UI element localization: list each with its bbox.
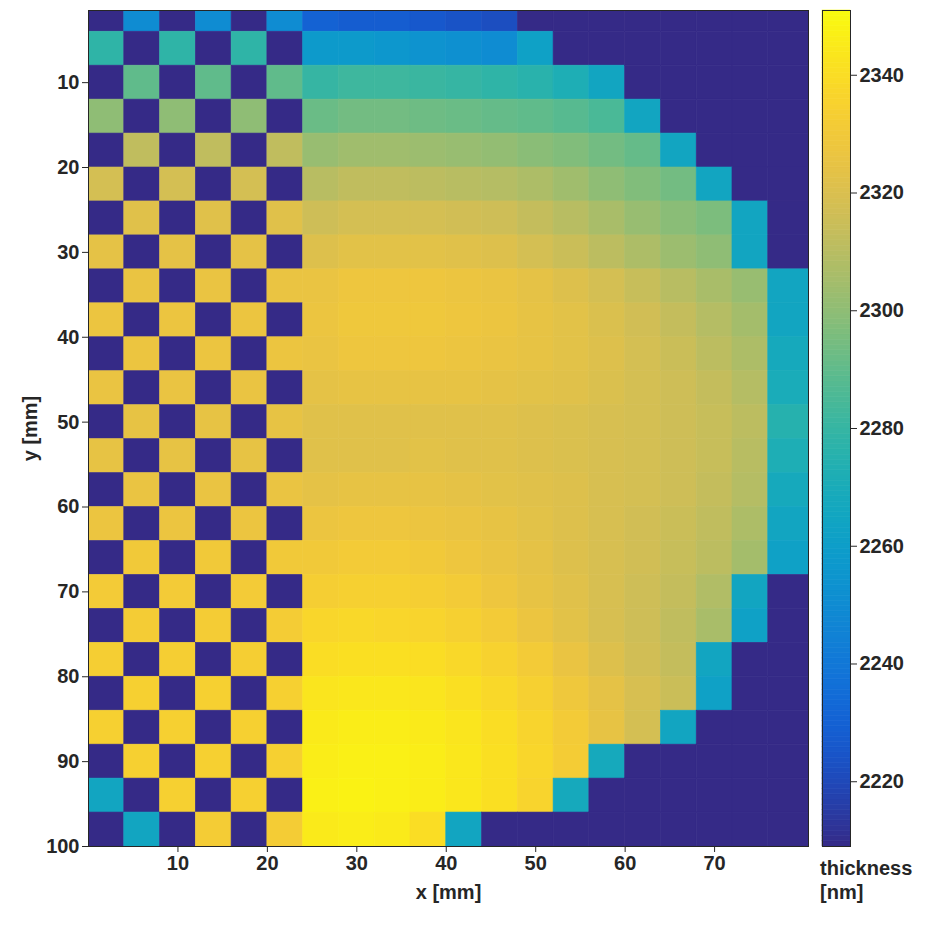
svg-text:70: 70 [57, 580, 79, 602]
svg-text:2300: 2300 [860, 299, 905, 321]
svg-text:x [mm]: x [mm] [416, 881, 482, 903]
svg-text:30: 30 [57, 241, 79, 263]
html-text:thickness [nm]: thickness [nm] [820, 857, 913, 903]
svg-text:80: 80 [57, 665, 79, 687]
svg-text:y [mm]: y [mm] [19, 396, 41, 462]
svg-text:40: 40 [57, 326, 79, 348]
svg-text:100: 100 [46, 835, 79, 857]
svg-text:2220: 2220 [860, 770, 905, 792]
svg-text:2240: 2240 [860, 652, 905, 674]
svg-text:10: 10 [57, 71, 79, 93]
svg-text:2320: 2320 [860, 181, 905, 203]
svg-text:60: 60 [57, 495, 79, 517]
svg-text:10: 10 [167, 852, 189, 874]
svg-text:30: 30 [346, 852, 368, 874]
svg-text:60: 60 [614, 852, 636, 874]
svg-text:2280: 2280 [860, 417, 905, 439]
svg-text:2340: 2340 [860, 64, 905, 86]
svg-text:50: 50 [57, 411, 79, 433]
svg-text:50: 50 [525, 852, 547, 874]
svg-text:70: 70 [703, 852, 725, 874]
svg-text:2260: 2260 [860, 535, 905, 557]
svg-text:20: 20 [256, 852, 278, 874]
svg-text:20: 20 [57, 156, 79, 178]
svg-text:40: 40 [435, 852, 457, 874]
svg-text:90: 90 [57, 750, 79, 772]
